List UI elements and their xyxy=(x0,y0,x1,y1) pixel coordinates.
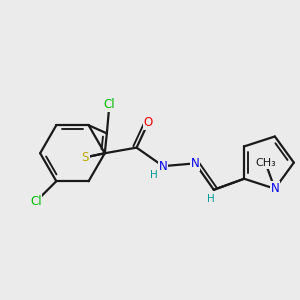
Text: CH₃: CH₃ xyxy=(255,158,276,168)
Text: Cl: Cl xyxy=(103,98,115,111)
Text: N: N xyxy=(191,157,200,170)
Text: Cl: Cl xyxy=(30,195,42,208)
Text: S: S xyxy=(82,151,89,164)
Text: O: O xyxy=(144,116,153,129)
Text: H: H xyxy=(207,194,214,205)
Text: N: N xyxy=(159,160,167,173)
Text: H: H xyxy=(150,170,158,180)
Text: N: N xyxy=(271,182,279,195)
